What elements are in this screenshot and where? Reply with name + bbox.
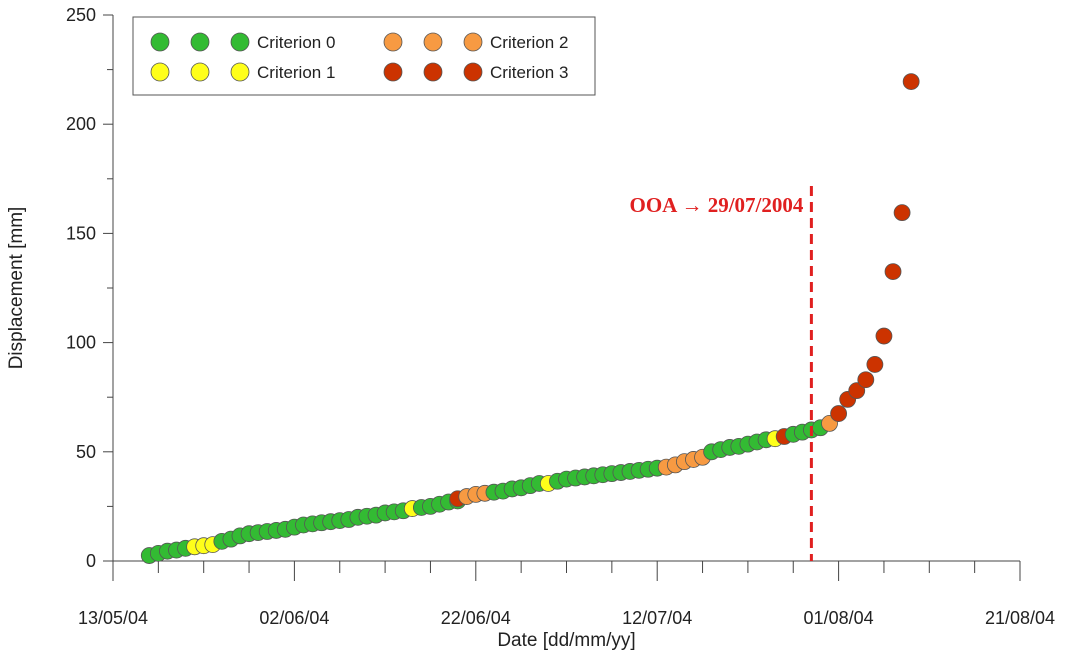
legend-label: Criterion 1 [257, 63, 335, 82]
x-tick-label: 01/08/04 [804, 608, 874, 628]
legend-marker [150, 62, 170, 82]
x-tick-label: 12/07/04 [622, 608, 692, 628]
data-points [140, 73, 920, 564]
data-point [893, 204, 911, 222]
legend: Criterion 0 Criterion 1 Criterion 2 Criteri… [132, 16, 596, 96]
data-point [902, 73, 920, 91]
legend-label: Criterion 0 [257, 33, 335, 52]
legend-marker [150, 32, 170, 52]
legend-marker [423, 32, 443, 52]
data-point [875, 327, 893, 345]
x-tick-label: 13/05/04 [78, 608, 148, 628]
legend-marker [423, 62, 443, 82]
x-tick-label: 21/08/04 [985, 608, 1055, 628]
y-tick-label: 0 [86, 551, 96, 571]
legend-marker [463, 62, 483, 82]
data-point [866, 356, 884, 373]
data-point [848, 382, 866, 400]
x-axis-title: Date [dd/mm/yy] [497, 630, 635, 651]
data-point [857, 371, 875, 389]
legend-marker [383, 62, 403, 82]
y-tick-label: 150 [66, 223, 96, 243]
legend-marker [190, 62, 210, 82]
y-tick-label: 200 [66, 114, 96, 134]
data-point [884, 263, 902, 281]
x-tick-label: 02/06/04 [259, 608, 329, 628]
axes: 0 50 100 150 200 250 13/05/04 02/06/04 22/06/04 1… [66, 5, 1055, 628]
y-tick-label: 50 [76, 442, 96, 462]
legend-marker [190, 32, 210, 52]
y-tick-label: 100 [66, 333, 96, 353]
legend-label: Criterion 2 [490, 33, 568, 52]
legend-label: Criterion 3 [490, 63, 568, 82]
y-tick-label: 250 [66, 5, 96, 25]
legend-marker [463, 32, 483, 52]
annotation: OOA → 29/07/2004 [630, 186, 813, 561]
data-point [830, 405, 847, 422]
legend-box [132, 16, 596, 96]
y-axis-title: Displacement [mm] [6, 207, 27, 370]
ooa-label: OOA → 29/07/2004 [630, 193, 804, 217]
legend-marker [230, 62, 250, 82]
legend-marker [230, 32, 250, 52]
x-tick-label: 22/06/04 [441, 608, 511, 628]
legend-marker [383, 32, 403, 52]
